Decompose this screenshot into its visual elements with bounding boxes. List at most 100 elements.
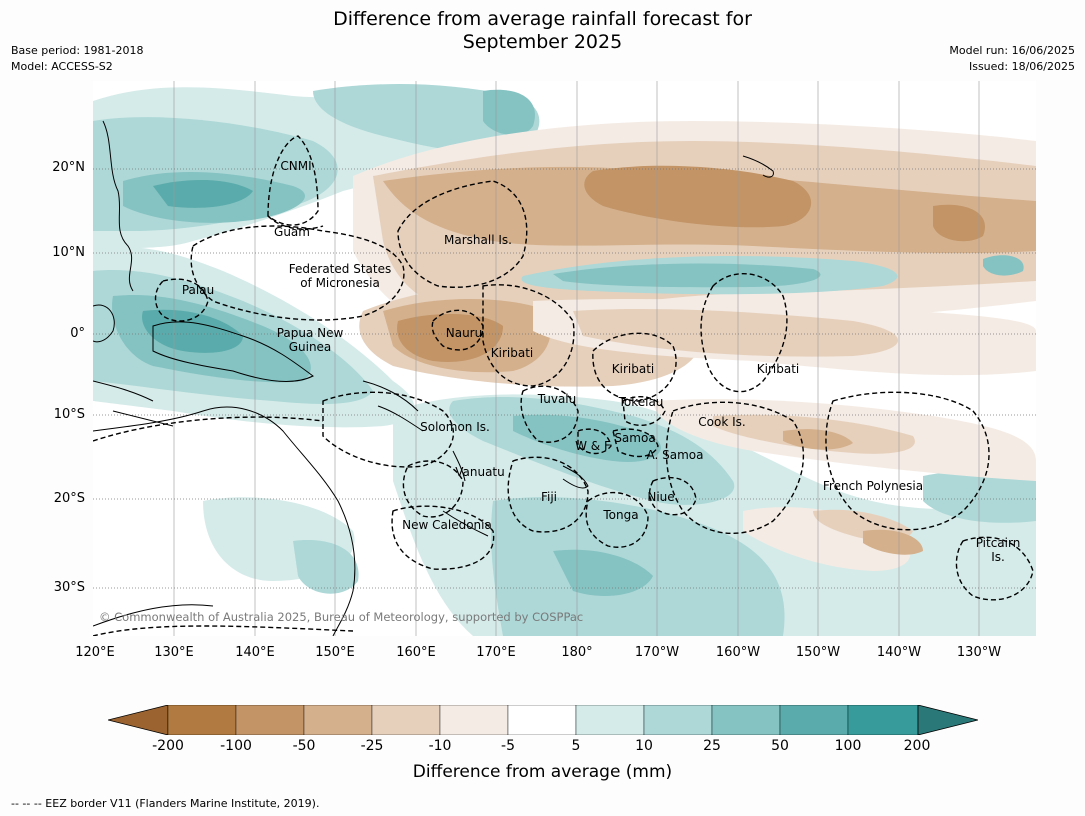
colorbar-seg-7	[575, 705, 645, 735]
label-fiji: Fiji	[541, 490, 557, 504]
rainfall-anomaly-map: CNMI Guam Marshall Is. Federated States …	[93, 81, 1036, 636]
anomaly-wet-itcz-3	[983, 255, 1024, 276]
lon-label-130w: 130°W	[956, 645, 1002, 660]
anomaly-dry-north-5	[933, 204, 985, 242]
label-niue: Niue	[647, 490, 674, 504]
lon-label-150e: 150°E	[315, 645, 355, 660]
lon-label-170e: 170°E	[476, 645, 516, 660]
colorbar-label-m10: -10	[428, 738, 452, 754]
eez-marshall	[397, 180, 528, 288]
colorbar-label-m5: -5	[501, 738, 515, 754]
label-micronesia-1: Federated States	[289, 262, 391, 276]
label-wf: W & F	[575, 439, 611, 453]
lat-label-10s: 10°S	[53, 407, 85, 422]
colorbar	[108, 705, 978, 735]
label-pitcairn-1: Pitcairn	[976, 536, 1021, 550]
latitude-lines	[93, 168, 1036, 589]
base-period-info: Base period: 1981-2018 Model: ACCESS-S2	[11, 43, 143, 75]
title-line-2: September 2025	[462, 31, 623, 53]
model-name: Model: ACCESS-S2	[11, 60, 113, 73]
anomaly-dry-east-2	[573, 309, 898, 357]
label-solomon: Solomon Is.	[420, 420, 490, 434]
label-samoa: Samoa	[614, 431, 655, 445]
lon-label-140w: 140°W	[876, 645, 922, 660]
base-period: Base period: 1981-2018	[11, 44, 144, 57]
eez-tonga	[585, 491, 649, 548]
anomaly-wet-west-4	[142, 309, 243, 353]
label-kiribati-3: Kiribati	[757, 362, 799, 376]
lon-label-120e: 120°E	[75, 645, 115, 660]
label-micronesia-2: of Micronesia	[300, 276, 380, 290]
colorbar-label-5: 5	[571, 738, 581, 754]
eez-tuvalu	[520, 385, 579, 443]
model-run-info: Model run: 16/06/2025 Issued: 18/06/2025	[949, 43, 1075, 75]
colorbar-seg-4	[371, 705, 441, 735]
issued-date: Issued: 18/06/2025	[968, 60, 1075, 73]
lon-label-160e: 160°E	[396, 645, 436, 660]
lat-label-30s: 30°S	[53, 580, 85, 595]
anomaly-dry-south-3	[863, 529, 923, 555]
new-guinea-coast	[152, 321, 314, 382]
eez-kiribati-phoenix	[592, 332, 677, 402]
lon-label-150w: 150°W	[795, 645, 841, 660]
label-tokelau: Tokelau	[618, 395, 664, 409]
colorbar-seg-5	[439, 705, 509, 735]
colorbar-label-50: 50	[771, 738, 789, 754]
colorbar-label-10: 10	[635, 738, 653, 754]
anomaly-wet-itcz-2	[553, 263, 821, 288]
colorbar-label-25: 25	[703, 738, 721, 754]
eez-australia-east	[93, 416, 354, 636]
anomaly-dry-north-4	[584, 165, 812, 228]
eez-borders	[93, 135, 1034, 636]
model-run: Model run: 16/06/2025	[949, 44, 1075, 57]
solomon-islands	[362, 380, 424, 432]
colorbar-label-100: 100	[834, 738, 862, 754]
eez-palau	[154, 278, 209, 322]
eez-footnote: -- -- -- EEZ border V11 (Flanders Marine…	[11, 797, 320, 810]
colorbar-seg-10	[779, 705, 849, 735]
eez-french-polynesia	[825, 391, 990, 531]
label-nauru: Nauru	[446, 326, 482, 340]
eez-wallis	[577, 428, 612, 455]
eez-cnmi	[267, 135, 319, 226]
fiji-islands	[562, 465, 589, 489]
lat-label-20s: 20°S	[53, 491, 85, 506]
colorbar-seg-6	[507, 705, 577, 735]
philippines-coast	[102, 120, 134, 292]
anomaly-dry-equator-3	[397, 314, 503, 362]
label-tuvalu: Tuvalu	[537, 392, 577, 406]
hawaii-islands	[742, 155, 774, 178]
place-labels: CNMI Guam Marshall Is. Federated States …	[182, 159, 1020, 564]
eez-newcaledonia	[391, 505, 495, 570]
colorbar-label-200: 200	[903, 738, 931, 754]
lat-label-10n: 10°N	[52, 245, 85, 260]
label-tonga: Tonga	[602, 508, 638, 522]
anomaly-wet-sw-2	[293, 540, 359, 594]
title-line-1: Difference from average rainfall forecas…	[333, 8, 752, 30]
label-asamoa: A. Samoa	[647, 448, 704, 462]
label-kiribati-1: Kiribati	[491, 346, 533, 360]
label-cnmi: CNMI	[280, 159, 311, 173]
eez-niue	[648, 476, 697, 516]
colorbar-seg-8	[643, 705, 713, 735]
lat-label-20n: 20°N	[52, 160, 85, 175]
anomaly-wet-se	[923, 470, 1036, 523]
anomaly-wet-spcz-3	[513, 414, 661, 462]
colorbar-seg-11	[847, 705, 919, 735]
eez-pitcairn	[955, 536, 1034, 601]
eez-nauru	[431, 309, 484, 351]
colorbar-seg-3	[303, 705, 373, 735]
colorbar-title: Difference from average (mm)	[412, 762, 673, 782]
colorbar-extend-high	[917, 705, 978, 735]
anomaly-wet-north-4	[153, 179, 253, 208]
label-french-polynesia: French Polynesia	[823, 479, 923, 493]
colorbar-seg-2	[235, 705, 305, 735]
indonesia-islands	[93, 380, 174, 427]
lon-label-160w: 160°W	[715, 645, 761, 660]
lon-label-140e: 140°E	[235, 645, 275, 660]
colorbar-segments	[108, 705, 978, 735]
eez-kiribati-gilbert	[482, 284, 575, 387]
colorbar-label-m25: -25	[360, 738, 384, 754]
eez-fiji	[507, 456, 589, 533]
map-title: Difference from average rainfall forecas…	[0, 8, 1085, 54]
